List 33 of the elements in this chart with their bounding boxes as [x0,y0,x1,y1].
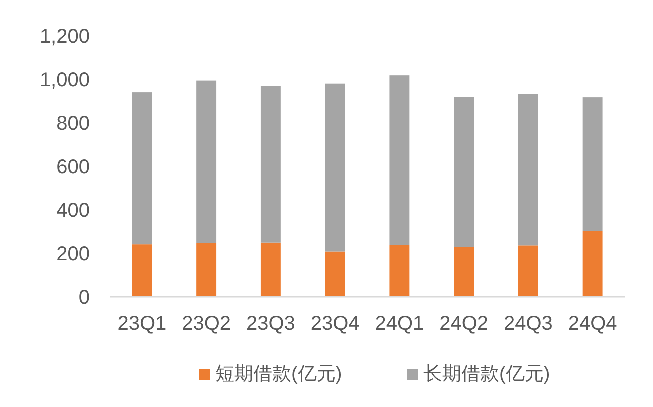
x-tick-label: 24Q1 [375,313,424,335]
bar [454,247,474,297]
bar [260,242,281,297]
x-tick-label: 23Q4 [310,313,360,335]
y-tick-label: 1,200 [40,26,90,48]
x-tick-label: 23Q1 [118,313,167,335]
x-tick-label: 24Q3 [504,313,553,335]
bar [196,80,217,244]
bar [196,243,217,297]
bar [518,94,538,246]
y-tick-label: 0 [78,287,90,309]
legend-label: 短期借款(亿元) [216,364,342,385]
bar [390,245,410,297]
bar [325,252,346,297]
y-tick-label: 400 [56,200,90,222]
bar [132,92,152,245]
bar [132,244,152,297]
bar [518,246,538,297]
y-tick-label: 200 [56,244,90,266]
bar [390,76,410,246]
x-tick-label: 24Q4 [568,313,618,335]
bar [260,86,281,243]
x-tick-label: 23Q2 [182,313,232,335]
x-tick-label: 24Q2 [440,313,489,335]
y-tick-label: 600 [56,156,90,178]
x-tick-label: 23Q3 [246,313,296,335]
legend-label: 长期借款(亿元) [424,364,550,385]
y-tick-label: 1,000 [40,70,90,92]
bar [582,98,603,232]
bar [454,97,474,248]
bar [582,231,603,297]
bar [325,84,346,252]
y-tick-label: 800 [56,113,90,135]
